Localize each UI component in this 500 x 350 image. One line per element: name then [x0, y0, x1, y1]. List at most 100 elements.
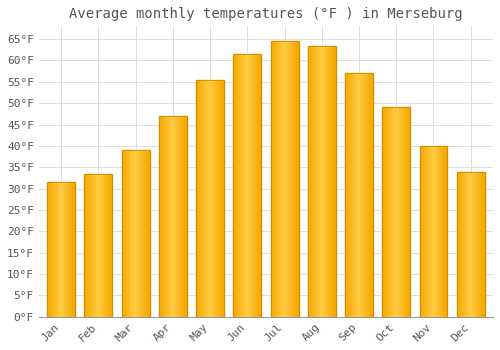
Bar: [428, 146, 430, 317]
Bar: [465, 172, 466, 317]
Bar: [434, 146, 435, 317]
Bar: [359, 73, 360, 317]
Bar: [134, 150, 136, 317]
Bar: [425, 146, 426, 317]
Bar: [270, 41, 298, 317]
Bar: [396, 107, 398, 317]
Bar: [133, 150, 134, 317]
Bar: [354, 73, 355, 317]
Bar: [100, 174, 101, 317]
Bar: [403, 107, 404, 317]
Bar: [101, 174, 102, 317]
Bar: [272, 41, 274, 317]
Bar: [108, 174, 110, 317]
Bar: [102, 174, 104, 317]
Bar: [316, 46, 318, 317]
Bar: [398, 107, 399, 317]
Bar: [128, 150, 130, 317]
Bar: [142, 150, 144, 317]
Bar: [404, 107, 406, 317]
Bar: [480, 172, 482, 317]
Bar: [466, 172, 468, 317]
Bar: [253, 54, 254, 317]
Bar: [475, 172, 476, 317]
Bar: [330, 46, 332, 317]
Bar: [181, 116, 182, 317]
Bar: [399, 107, 400, 317]
Bar: [392, 107, 394, 317]
Bar: [422, 146, 424, 317]
Bar: [68, 182, 70, 317]
Bar: [440, 146, 442, 317]
Bar: [402, 107, 403, 317]
Bar: [288, 41, 290, 317]
Bar: [362, 73, 363, 317]
Bar: [284, 41, 286, 317]
Bar: [61, 182, 62, 317]
Bar: [360, 73, 362, 317]
Bar: [409, 107, 410, 317]
Bar: [148, 150, 150, 317]
Bar: [182, 116, 184, 317]
Bar: [323, 46, 324, 317]
Bar: [98, 174, 100, 317]
Bar: [424, 146, 425, 317]
Bar: [110, 174, 111, 317]
Bar: [358, 73, 359, 317]
Bar: [216, 80, 217, 317]
Bar: [254, 54, 256, 317]
Bar: [160, 116, 162, 317]
Bar: [421, 146, 422, 317]
Bar: [385, 107, 386, 317]
Bar: [172, 116, 173, 317]
Bar: [461, 172, 462, 317]
Bar: [345, 73, 373, 317]
Bar: [184, 116, 186, 317]
Bar: [408, 107, 409, 317]
Bar: [203, 80, 204, 317]
Bar: [436, 146, 438, 317]
Bar: [198, 80, 199, 317]
Bar: [222, 80, 224, 317]
Bar: [435, 146, 436, 317]
Bar: [212, 80, 213, 317]
Bar: [318, 46, 319, 317]
Bar: [470, 172, 472, 317]
Bar: [87, 174, 88, 317]
Bar: [297, 41, 298, 317]
Bar: [310, 46, 312, 317]
Bar: [382, 107, 410, 317]
Bar: [88, 174, 90, 317]
Bar: [178, 116, 180, 317]
Bar: [442, 146, 444, 317]
Bar: [468, 172, 469, 317]
Bar: [72, 182, 74, 317]
Bar: [329, 46, 330, 317]
Bar: [426, 146, 428, 317]
Bar: [275, 41, 276, 317]
Bar: [248, 54, 250, 317]
Bar: [460, 172, 461, 317]
Bar: [93, 174, 94, 317]
Bar: [282, 41, 283, 317]
Bar: [47, 182, 75, 317]
Bar: [47, 182, 48, 317]
Bar: [147, 150, 148, 317]
Bar: [217, 80, 218, 317]
Bar: [390, 107, 392, 317]
Bar: [476, 172, 478, 317]
Bar: [286, 41, 288, 317]
Bar: [312, 46, 314, 317]
Bar: [176, 116, 177, 317]
Bar: [260, 54, 262, 317]
Bar: [464, 172, 465, 317]
Bar: [366, 73, 368, 317]
Bar: [234, 54, 236, 317]
Bar: [308, 46, 336, 317]
Bar: [352, 73, 354, 317]
Bar: [50, 182, 51, 317]
Bar: [346, 73, 348, 317]
Bar: [163, 116, 164, 317]
Bar: [458, 172, 460, 317]
Bar: [186, 116, 187, 317]
